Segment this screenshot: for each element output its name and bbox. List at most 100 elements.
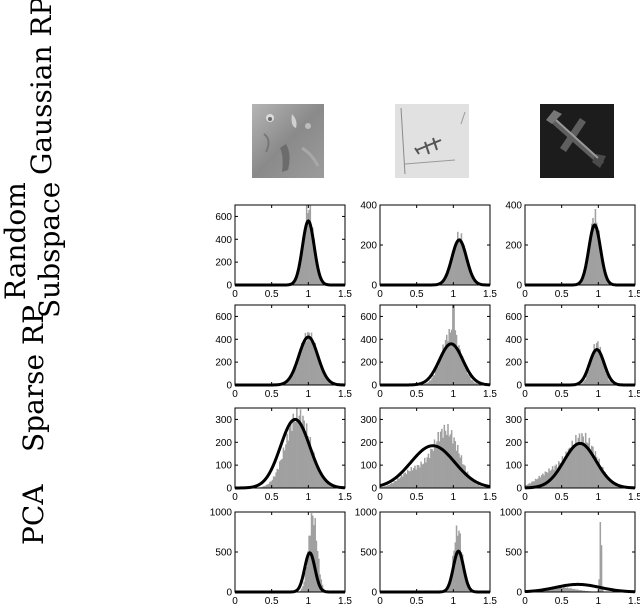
histogram-bar [280,459,282,488]
histogram-bar [587,443,589,488]
histogram-bar [442,437,444,488]
histogram-bar [588,369,591,385]
histogram-bar [605,374,608,385]
plot-frame [524,511,636,593]
histogram-bar [432,375,435,385]
histogram-bar [606,477,609,488]
x-tick-label: 0.5 [265,289,279,300]
gaussian-fit-curve [380,238,490,287]
histogram-bar [581,590,583,592]
histogram-bar [449,434,452,488]
histogram-bar [265,485,268,488]
histogram-bar [534,478,537,488]
histogram-bar [606,282,609,285]
histogram-bar [455,334,458,385]
histogram-bar [471,278,474,285]
histogram-bar [292,413,294,488]
histogram-bar [559,587,561,592]
y-tick-label: 0 [516,588,522,599]
histogram-bar [455,244,458,285]
histogram-bar [286,382,288,385]
x-tick-label: 0 [522,492,528,503]
histogram-bar [448,436,450,488]
histogram-bar [310,450,313,488]
x-tick-label: 1.5 [338,389,352,400]
gaussian-fit-curve [525,348,635,387]
histogram-bar [450,329,453,385]
histogram-bar [527,484,529,488]
histogram-bar [382,486,384,488]
histogram-bar [452,258,454,285]
x-tick-label: 1 [451,596,457,604]
x-tick-label: 0 [232,289,238,300]
y-tick-label: 400 [360,335,377,346]
histogram-bar [567,448,570,488]
histogram-bar [329,484,331,488]
histogram-bar [318,471,320,488]
histogram-bar [593,223,595,285]
histogram-bar [584,432,587,488]
histogram-bar [566,587,569,592]
histogram-bar [591,445,593,488]
histogram-bar [428,458,431,488]
histogram-bar [308,209,310,285]
histogram-bar [584,269,587,285]
histogram-bar [325,378,327,385]
histogram-bar [556,586,559,592]
histogram-bar [269,481,271,488]
histogram-bar [288,428,291,488]
terrain-image-icon [252,104,324,178]
histogram-bar [304,432,307,488]
gaussian-fit-curve [235,417,346,490]
histogram-bar [570,588,572,592]
histogram-bar [307,332,309,385]
histogram-bar [600,255,603,285]
histogram-bar [271,479,274,488]
histogram-bar [594,349,597,385]
histogram-bar [570,451,572,488]
histogram-bar [464,465,466,488]
plot-frame [379,407,491,489]
x-tick-label: 1 [306,596,312,604]
histogram-bar [474,382,476,385]
histogram-bar [562,460,565,488]
histogram-bar [603,272,605,285]
histogram-bar [539,477,542,488]
y-tick-label: 500 [360,548,377,559]
histogram-bar [555,464,558,488]
gaussian-fit-curve [380,549,490,594]
histogram-bar [310,332,313,385]
histogram-bar [569,588,571,592]
histogram-bar [591,358,593,385]
histogram-bar [464,249,466,285]
histogram-bar [324,375,326,385]
histogram-bar [469,477,471,488]
histogram-bar [443,349,446,385]
histogram-bar [453,246,455,285]
x-tick-label: 0 [232,492,238,503]
histogram-bar [553,469,555,488]
histogram-bar [604,472,606,488]
x-tick-label: 1.5 [338,596,352,604]
histogram-bar [466,373,469,385]
histogram-bar [475,283,477,285]
histogram-bar [309,341,312,385]
histogram-bar [324,481,326,488]
y-tick-label: 200 [505,358,522,369]
histogram-bar [597,230,599,285]
histogram-bar [286,433,288,488]
histogram-bar [599,346,602,385]
histogram-bar [605,279,608,285]
histogram-bar [455,450,458,488]
histogram-bar [316,355,319,385]
histogram-bar [581,281,583,285]
histogram-bar [592,446,594,488]
histogram-bar [582,279,584,285]
histogram-bar [458,345,460,385]
y-tick-label: 0 [226,281,232,292]
histogram-bar [436,367,438,385]
histogram-bar [438,441,441,488]
histogram-bar [449,332,452,385]
x-tick-label: 1.5 [628,289,640,300]
